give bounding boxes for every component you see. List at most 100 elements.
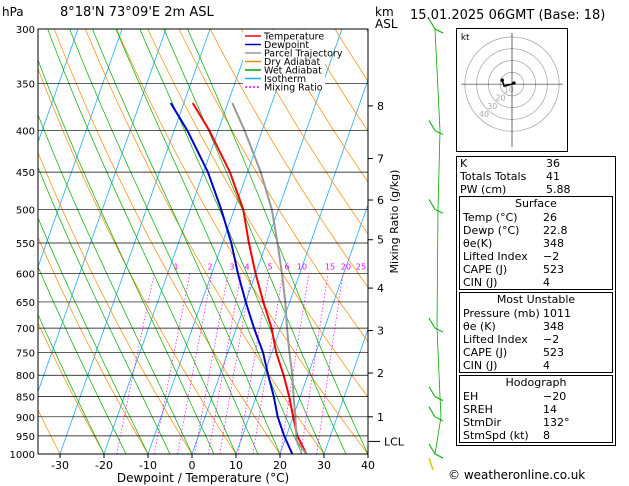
row-label: EH — [463, 390, 479, 403]
km-tick-label: 6 — [377, 194, 384, 207]
row-value: 5.88 — [546, 183, 571, 196]
row-label: Lifted Index — [463, 333, 528, 346]
mixing-ratio-label: 2 — [207, 263, 212, 272]
pressure-tick-label: 850 — [16, 393, 35, 404]
row-label: CIN (J) — [463, 359, 498, 372]
wind-barb — [428, 317, 436, 329]
isotherm-line — [323, 328, 368, 454]
wind-barb — [434, 416, 444, 422]
row-value: 1011 — [543, 307, 571, 320]
pressure-tick-label: 900 — [16, 413, 35, 424]
row-label: StmSpd (kt) — [463, 429, 529, 442]
index-row: Totals Totals 41 — [457, 170, 615, 183]
asl-label: ASL — [375, 17, 398, 31]
row-value: 8 — [543, 429, 550, 442]
row-label: Pressure (mb) — [463, 307, 540, 320]
wind-barb — [434, 130, 444, 135]
hodograph-section: Hodograph EH −20 SREH 14 StmDir 132° StmSpd (kt… — [459, 375, 613, 443]
datetime-title: 15.01.2025 06GMT (Base: 18) — [410, 8, 606, 23]
legend-box — [243, 30, 325, 90]
row-value: 4 — [543, 276, 550, 289]
isotherm-line — [191, 29, 343, 454]
row-label: θe (K) — [463, 320, 496, 333]
series-line-temperature — [191, 102, 308, 454]
pressure-tick-label: 650 — [16, 298, 35, 309]
wet-adiabat-line — [92, 29, 281, 454]
table-row: CAPE (J) 523 — [460, 263, 612, 276]
wind-barb-surface — [428, 457, 434, 471]
mixing-ratio-label: 4 — [244, 263, 249, 272]
wet-adiabat-line — [38, 58, 215, 454]
x-axis-label: Dewpoint / Temperature (°C) — [117, 471, 289, 485]
row-label: CIN (J) — [463, 276, 498, 289]
hodograph-ring-label: 20 — [496, 94, 506, 103]
index-row: PW (cm) 5.88 — [457, 183, 615, 196]
km-tick-label: 5 — [377, 234, 384, 247]
copyright: © weatheronline.co.uk — [448, 468, 586, 482]
legend-entry: Isotherm — [264, 74, 306, 85]
row-label: θe(K) — [463, 237, 493, 250]
row-value: 348 — [543, 320, 564, 333]
section-title: Hodograph — [505, 376, 567, 389]
km-tick-label: 3 — [377, 325, 384, 338]
mixing-ratio-line — [280, 273, 310, 454]
row-label: Totals Totals — [460, 170, 527, 183]
mixing-ratio-label: 15 — [325, 263, 335, 272]
wind-profile-line — [434, 28, 442, 455]
mixing-ratio-label: 20 — [341, 263, 351, 272]
isotherm-line — [38, 29, 79, 144]
row-label: PW (cm) — [460, 183, 507, 196]
row-value: 41 — [546, 170, 560, 183]
most-unstable-section: Most Unstable Pressure (mb) 1011 θe (K) 348 L… — [459, 292, 613, 373]
row-value: −2 — [543, 250, 560, 263]
dry-adiabat-line — [38, 67, 237, 454]
wind-barb — [428, 18, 436, 30]
km-tick-label: 7 — [377, 153, 384, 166]
section-title: Surface — [515, 197, 557, 210]
hodograph-ring-label: 30 — [487, 102, 497, 111]
section-title: Most Unstable — [496, 293, 576, 306]
isotherm-line — [59, 29, 211, 454]
isotherm-line — [147, 29, 299, 454]
mixing-ratio-label: 10 — [297, 263, 307, 272]
wind-barb — [434, 208, 444, 214]
row-value: 26 — [543, 211, 557, 224]
row-value: −20 — [543, 390, 567, 403]
legend-entry: Dry Adiabat — [264, 57, 321, 68]
mixing-ratio-label: 1 — [173, 263, 178, 272]
mixing-ratio-line — [237, 273, 270, 454]
table-row: Lifted Index −2 — [460, 250, 612, 263]
wet-adiabat-line — [47, 29, 237, 454]
hodograph-ring-label: 40 — [479, 110, 489, 119]
isotherm-line — [38, 29, 123, 269]
pressure-tick-label: 400 — [16, 127, 35, 138]
mixing-ratio-label: 6 — [284, 263, 289, 272]
pressure-tick-label: 700 — [16, 324, 35, 335]
x-tick-label: 30 — [317, 459, 331, 472]
pressure-tick-label: 450 — [16, 168, 35, 179]
plot-area — [38, 29, 368, 454]
table-row: SREH 14 — [460, 403, 612, 416]
mixing-ratio-line — [208, 273, 242, 454]
km-label: km — [375, 5, 394, 19]
mixing-ratio-label: 3 — [229, 263, 234, 272]
table-row: CIN (J) 4 — [460, 359, 612, 372]
hodograph-point — [512, 81, 516, 85]
wind-barb — [428, 120, 436, 131]
wind-barb — [434, 28, 444, 34]
mixing-ratio-line — [219, 273, 253, 454]
wind-barb — [428, 406, 436, 418]
pressure-tick-label: 750 — [16, 348, 35, 359]
row-value: 132° — [543, 416, 570, 429]
series-line-parcel-trajectory — [231, 102, 308, 454]
mixing-ratio-line — [116, 273, 155, 454]
pressure-unit-label: hPa — [2, 5, 24, 19]
table-row: Temp (°C) 26 — [460, 211, 612, 224]
isotherm-line — [103, 29, 255, 454]
table-row: CAPE (J) 523 — [460, 346, 612, 359]
row-value: 22.8 — [543, 224, 568, 237]
x-tick-label: 20 — [273, 459, 287, 472]
isotherm-line — [279, 203, 368, 454]
table-row: Dewp (°C) 22.8 — [460, 224, 612, 237]
